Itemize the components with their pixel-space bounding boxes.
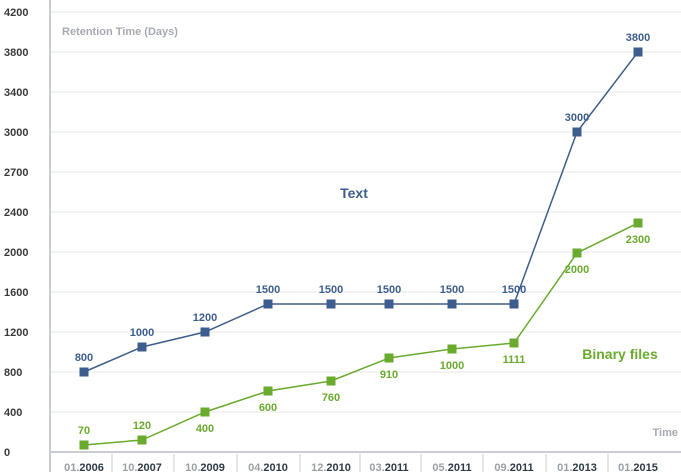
data-label: 1500 bbox=[377, 284, 401, 296]
data-point bbox=[263, 386, 273, 396]
data-label: 2300 bbox=[626, 234, 650, 246]
x-tick-year: 2011 bbox=[385, 462, 409, 474]
data-point bbox=[447, 299, 457, 309]
data-point bbox=[200, 407, 210, 417]
y-tick-label: 3000 bbox=[4, 127, 28, 139]
axes: 0 400 800 1200 1600 2000 2400 2700 3000 3400 3800 4… bbox=[4, 0, 681, 474]
x-tick-month: 01. bbox=[618, 462, 633, 474]
y-tick-label: 1200 bbox=[4, 327, 28, 339]
data-point bbox=[200, 327, 210, 337]
data-label: 120 bbox=[133, 420, 151, 432]
x-tick-label: 03.2011 bbox=[369, 462, 408, 474]
data-point bbox=[633, 47, 643, 57]
series-name-label: Text bbox=[340, 185, 368, 201]
y-tick-label: 3800 bbox=[4, 47, 28, 59]
x-tick-year: 2006 bbox=[79, 462, 103, 474]
data-label: 1500 bbox=[502, 284, 526, 296]
series-name-label: Binary files bbox=[582, 346, 658, 362]
x-tick-year: 2013 bbox=[572, 462, 596, 474]
x-tick-month: 09. bbox=[494, 462, 509, 474]
x-tick-year: 2010 bbox=[326, 462, 350, 474]
y-tick-label: 4200 bbox=[4, 7, 28, 19]
x-tick-month: 04. bbox=[248, 462, 263, 474]
labels: 800 1000 1200 1500 1500 1500 1500 1500 3000 3800 T… bbox=[75, 32, 658, 437]
data-label: 1500 bbox=[440, 284, 464, 296]
y-tick-label: 400 bbox=[4, 407, 22, 419]
x-tick-month: 01. bbox=[64, 462, 79, 474]
y-tick-label: 800 bbox=[4, 367, 22, 379]
series bbox=[79, 47, 643, 450]
y-tick-label: 3400 bbox=[4, 87, 28, 99]
data-label: 910 bbox=[380, 369, 398, 381]
x-tick-label: 01.2006 bbox=[64, 462, 104, 474]
data-label: 600 bbox=[259, 402, 277, 414]
data-point bbox=[137, 342, 147, 352]
y-axis-title: Retention Time (Days) bbox=[62, 26, 178, 38]
data-point bbox=[326, 376, 336, 386]
data-label: 1000 bbox=[130, 327, 154, 339]
x-tick-year: 2007 bbox=[137, 462, 161, 474]
data-point bbox=[79, 367, 89, 377]
y-tick-label: 0 bbox=[4, 447, 10, 459]
data-label: 400 bbox=[196, 423, 214, 435]
x-tick-month: 01. bbox=[557, 462, 572, 474]
data-label: 3000 bbox=[565, 112, 589, 124]
y-tick-label: 1600 bbox=[4, 287, 28, 299]
x-axis-title: Time bbox=[653, 427, 678, 439]
series-line-binary-files bbox=[83, 222, 639, 446]
data-label: 70 bbox=[78, 425, 90, 437]
x-tick-month: 10. bbox=[185, 462, 200, 474]
y-tick-label: 2400 bbox=[4, 207, 28, 219]
data-label: 800 bbox=[75, 352, 93, 364]
data-point bbox=[447, 344, 457, 354]
data-label: 1500 bbox=[256, 284, 280, 296]
x-tick-label: 10.2007 bbox=[122, 462, 162, 474]
data-point bbox=[509, 338, 519, 348]
x-tick-year: 2015 bbox=[633, 462, 657, 474]
x-tick-label: 04.2010 bbox=[248, 462, 288, 474]
data-label: 2000 bbox=[565, 264, 589, 276]
data-point bbox=[79, 440, 89, 450]
x-tick-month: 05. bbox=[432, 462, 447, 474]
data-point bbox=[633, 218, 643, 228]
x-tick-label: 05.2011 bbox=[432, 462, 471, 474]
data-label: 3800 bbox=[626, 32, 650, 44]
data-point bbox=[137, 435, 147, 445]
x-tick-label: 10.2009 bbox=[185, 462, 225, 474]
x-tick-month: 03. bbox=[369, 462, 384, 474]
data-point bbox=[572, 248, 582, 258]
data-point bbox=[509, 299, 519, 309]
x-tick-year: 2011 bbox=[448, 462, 472, 474]
x-tick-label: 09.2011 bbox=[494, 462, 533, 474]
data-point bbox=[384, 299, 394, 309]
data-label: 1000 bbox=[440, 360, 464, 372]
x-tick-label: 01.2015 bbox=[618, 462, 658, 474]
data-label: 1111 bbox=[503, 354, 526, 366]
x-tick-year: 2010 bbox=[263, 462, 287, 474]
x-tick-label: 01.2013 bbox=[557, 462, 597, 474]
x-tick-year: 2009 bbox=[200, 462, 224, 474]
data-label: 1200 bbox=[193, 312, 217, 324]
data-point bbox=[263, 299, 273, 309]
series-line-text bbox=[83, 51, 639, 373]
grid bbox=[50, 11, 681, 413]
data-point bbox=[572, 127, 582, 137]
data-label: 760 bbox=[322, 392, 340, 404]
data-point bbox=[384, 353, 394, 363]
x-tick-label: 12.2010 bbox=[311, 462, 351, 474]
x-tick-year: 2011 bbox=[510, 462, 534, 474]
y-tick-label: 2700 bbox=[4, 167, 28, 179]
data-label: 1500 bbox=[319, 284, 343, 296]
x-tick-month: 12. bbox=[311, 462, 326, 474]
y-tick-label: 2000 bbox=[4, 247, 28, 259]
x-tick-month: 10. bbox=[122, 462, 137, 474]
data-point bbox=[326, 299, 336, 309]
